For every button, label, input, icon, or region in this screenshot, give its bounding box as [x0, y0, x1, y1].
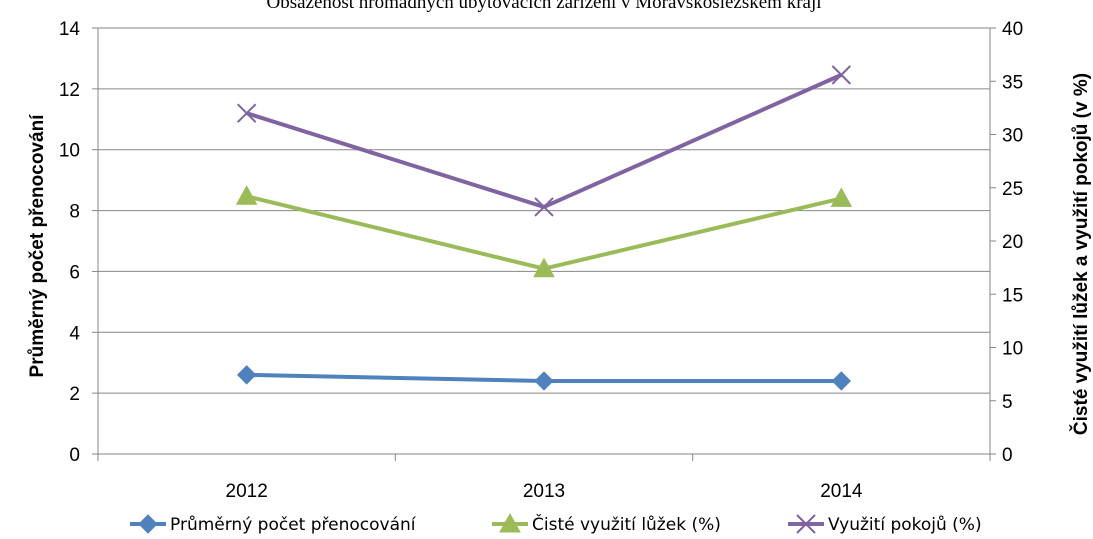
y-right-tick-label: 20 — [1002, 232, 1023, 253]
series-1 — [238, 366, 851, 390]
y-right-tick-label: 35 — [1002, 72, 1023, 93]
y-left-tick-label: 6 — [69, 262, 80, 283]
legend-label: Čisté využití lůžek (%) — [532, 513, 721, 535]
y-left-tick-label: 2 — [69, 384, 80, 405]
x-tick-label: 2013 — [523, 481, 565, 502]
y-right-axis-title: Čisté využití lůžek a využití pokojů (v … — [1070, 73, 1092, 435]
y-right-tick-label: 0 — [1002, 445, 1013, 466]
chart-title: Obsazenost hromadných ubytovacích zaříze… — [266, 0, 821, 13]
y-right-tick-label: 5 — [1002, 392, 1013, 413]
data-point-triangle-marker — [831, 188, 851, 206]
legend-item: Využití pokojů (%) — [788, 515, 982, 535]
data-point-diamond-marker — [238, 366, 256, 384]
y-left-tick-label: 4 — [69, 323, 80, 344]
y-right-tick-label: 40 — [1002, 19, 1023, 40]
data-point-x-marker — [832, 66, 850, 84]
y-left-tick-label: 0 — [69, 445, 80, 466]
y-right-tick-label: 10 — [1002, 339, 1023, 360]
legend-label: Průměrný počet přenocování — [170, 515, 417, 535]
y-left-tick-label: 8 — [69, 202, 80, 223]
x-tick-label: 2014 — [820, 481, 863, 502]
data-point-diamond-marker — [535, 372, 553, 390]
legend-label: Využití pokojů (%) — [828, 515, 982, 535]
x-tick-label: 2012 — [226, 481, 268, 502]
y-left-tick-label: 14 — [59, 19, 81, 40]
y-left-axis-title: Průměrný počet přenocování — [27, 114, 48, 378]
legend-item: Čisté využití lůžek (%) — [492, 513, 721, 535]
data-point-triangle-marker — [237, 186, 257, 204]
y-left-tick-label: 12 — [59, 80, 80, 101]
series-2 — [237, 186, 852, 276]
series-line — [247, 75, 842, 207]
legend-item: Průměrný počet přenocování — [130, 515, 417, 535]
legend-diamond-marker — [139, 515, 157, 533]
data-point-diamond-marker — [832, 372, 850, 390]
y-left-tick-label: 10 — [59, 141, 80, 162]
y-right-tick-label: 25 — [1002, 179, 1023, 200]
y-right-tick-label: 15 — [1002, 285, 1023, 306]
y-right-tick-label: 30 — [1002, 126, 1023, 147]
